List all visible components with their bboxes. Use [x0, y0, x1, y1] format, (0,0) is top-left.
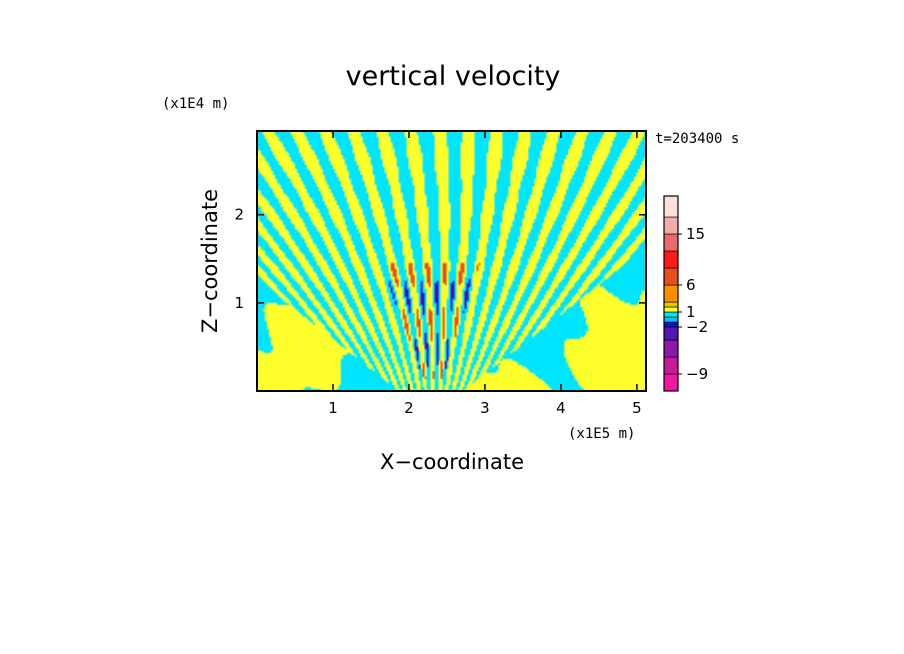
colorbar-segment — [663, 339, 679, 358]
chart-title: vertical velocity — [346, 61, 561, 92]
colorbar-segment — [663, 267, 679, 286]
colorbar-segment — [663, 321, 679, 328]
colorbar-segment — [663, 216, 679, 235]
x-axis: 1 2 3 4 5 — [328, 131, 642, 417]
y-tick-label: 2 — [234, 206, 244, 224]
x-multiplier-label: (x1E5 m) — [568, 426, 635, 442]
colorbar-tick-label: 15 — [686, 225, 705, 243]
velocity-field — [257, 131, 646, 391]
colorbar-segment — [663, 306, 679, 313]
colorbar-segment — [663, 356, 679, 375]
colorbar: 15 6 1−2 −9 — [663, 195, 708, 392]
x-tick-label: 4 — [556, 399, 566, 417]
colorbar-segment — [663, 326, 679, 341]
y-multiplier-label: (x1E4 m) — [162, 96, 229, 112]
x-axis-label: X−coordinate — [380, 450, 524, 474]
colorbar-segment — [663, 373, 679, 392]
colorbar-segment — [663, 301, 679, 308]
y-axis-label: Z−coordinate — [198, 189, 222, 333]
colorbar-segment — [663, 195, 679, 218]
x-tick-label: 3 — [480, 399, 490, 417]
colorbar-segment — [663, 316, 679, 323]
colorbar-tick-label: 6 — [686, 276, 696, 294]
colorbar-tick-label: −9 — [686, 365, 708, 383]
colorbar-frame — [663, 195, 679, 392]
time-label: t=203400 s — [655, 131, 739, 147]
plot-area — [256, 130, 647, 392]
colorbar-tick-label: 1 — [686, 303, 696, 321]
y-axis: 12 — [234, 206, 646, 312]
plot-frame — [256, 130, 647, 392]
colorbar-tick-label: −2 — [686, 318, 708, 336]
x-tick-label: 1 — [328, 399, 338, 417]
colorbar-segment — [663, 311, 679, 318]
colorbar-segment — [663, 284, 679, 303]
colorbar-segment — [663, 233, 679, 252]
y-tick-label: 1 — [234, 294, 244, 312]
x-tick-label: 5 — [632, 399, 642, 417]
x-tick-label: 2 — [404, 399, 414, 417]
colorbar-segment — [663, 250, 679, 269]
